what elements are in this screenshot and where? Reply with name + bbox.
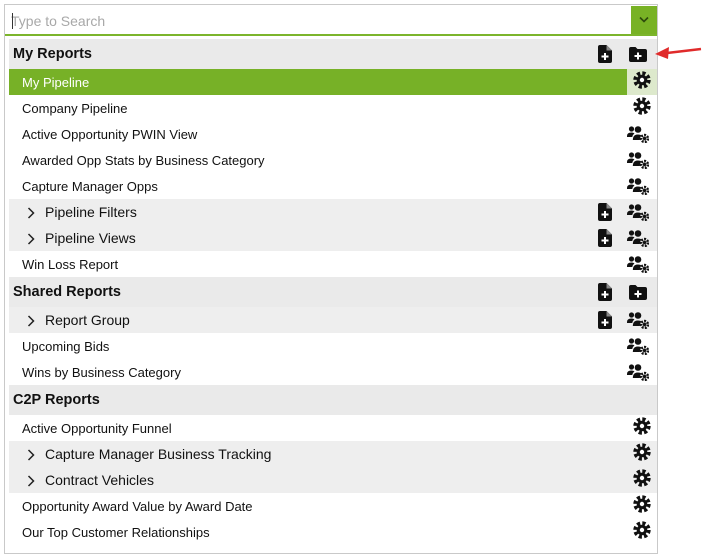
chevron-right-icon[interactable]: [25, 474, 37, 487]
shared-users-icon[interactable]: [627, 124, 649, 144]
folder-label: Pipeline Filters: [45, 204, 137, 220]
report-item-label: Wins by Business Category: [22, 364, 181, 380]
report-item-label: Capture Manager Opps: [22, 178, 158, 194]
shared-users-icon[interactable]: [627, 310, 649, 330]
report-item-label: My Pipeline: [22, 74, 90, 90]
shared-users-icon[interactable]: [627, 202, 649, 222]
folder-label: Contract Vehicles: [45, 472, 154, 488]
shared-users-icon[interactable]: [627, 254, 649, 274]
chevron-right-icon[interactable]: [25, 448, 37, 461]
add-folder-icon[interactable]: [627, 44, 649, 64]
folder-capture-manager-business-tracking[interactable]: Capture Manager Business Tracking: [9, 441, 657, 467]
folder-label: Capture Manager Business Tracking: [45, 446, 272, 462]
section-header-shared-reports: Shared Reports: [9, 277, 657, 307]
dropdown-toggle-button[interactable]: [631, 6, 657, 34]
report-item-label: Active Opportunity PWIN View: [22, 126, 198, 142]
report-item-our-top-customer-relationships[interactable]: Our Top Customer Relationships: [9, 519, 657, 545]
gear-icon: [633, 520, 651, 544]
gear-icon: [633, 416, 651, 440]
chevron-right-icon[interactable]: [25, 232, 37, 245]
report-item-label: Company Pipeline: [22, 100, 128, 116]
folder-contract-vehicles[interactable]: Contract Vehicles: [9, 467, 657, 493]
gear-button[interactable]: [627, 467, 657, 493]
report-item-company-pipeline[interactable]: Company Pipeline: [9, 95, 657, 121]
gear-button[interactable]: [627, 415, 657, 441]
section-title: Shared Reports: [13, 284, 121, 300]
folder-pipeline-views[interactable]: Pipeline Views: [9, 225, 657, 251]
report-item-label: Active Opportunity Funnel: [22, 420, 172, 436]
report-list: My Reports My Pipeline Company Pipeline Act…: [9, 39, 657, 545]
gear-button[interactable]: [627, 69, 657, 95]
add-folder-icon[interactable]: [627, 282, 649, 302]
shared-users-icon[interactable]: [627, 150, 649, 170]
chevron-right-icon[interactable]: [25, 206, 37, 219]
gear-button[interactable]: [627, 441, 657, 467]
report-item-win-loss-report[interactable]: Win Loss Report: [9, 251, 657, 277]
report-item-my-pipeline[interactable]: My Pipeline: [9, 69, 657, 95]
report-item-label: Awarded Opp Stats by Business Category: [22, 152, 265, 168]
shared-users-icon[interactable]: [627, 336, 649, 356]
gear-icon: [633, 468, 651, 492]
gear-icon: [633, 96, 651, 120]
report-item-opportunity-award-value-by-award-date[interactable]: Opportunity Award Value by Award Date: [9, 493, 657, 519]
chevron-right-icon[interactable]: [25, 314, 37, 327]
report-item-active-opportunity-funnel[interactable]: Active Opportunity Funnel: [9, 415, 657, 441]
report-item-label: Opportunity Award Value by Award Date: [22, 498, 253, 514]
report-item-label: Our Top Customer Relationships: [22, 524, 210, 540]
report-item-wins-by-business-category[interactable]: Wins by Business Category: [9, 359, 657, 385]
folder-report-group[interactable]: Report Group: [9, 307, 657, 333]
reports-dropdown: My Reports My Pipeline Company Pipeline Act…: [4, 4, 658, 554]
add-report-icon[interactable]: [594, 202, 616, 222]
add-report-icon[interactable]: [594, 310, 616, 330]
search-bar: [5, 5, 657, 36]
section-title: My Reports: [13, 46, 92, 62]
chevron-down-icon: [639, 11, 649, 29]
add-report-icon[interactable]: [594, 282, 616, 302]
folder-label: Pipeline Views: [45, 230, 136, 246]
folder-pipeline-filters[interactable]: Pipeline Filters: [9, 199, 657, 225]
annotation-arrow-icon: [655, 47, 702, 59]
gear-button[interactable]: [627, 519, 657, 545]
report-item-awarded-opp-stats-by-business-category[interactable]: Awarded Opp Stats by Business Category: [9, 147, 657, 173]
search-input[interactable]: [11, 9, 629, 33]
report-item-label: Upcoming Bids: [22, 338, 110, 354]
report-item-capture-manager-opps[interactable]: Capture Manager Opps: [9, 173, 657, 199]
gear-icon: [633, 494, 651, 518]
report-item-active-opportunity-pwin-view[interactable]: Active Opportunity PWIN View: [9, 121, 657, 147]
section-title: C2P Reports: [13, 392, 100, 408]
folder-label: Report Group: [45, 312, 130, 328]
gear-button[interactable]: [627, 493, 657, 519]
section-header-c2p-reports: C2P Reports: [9, 385, 657, 415]
report-item-label: Win Loss Report: [22, 256, 119, 272]
text-cursor: [12, 13, 13, 29]
shared-users-icon[interactable]: [627, 176, 649, 196]
shared-users-icon[interactable]: [627, 362, 649, 382]
gear-icon: [633, 70, 651, 94]
section-header-my-reports: My Reports: [9, 39, 657, 69]
add-report-icon[interactable]: [594, 44, 616, 64]
gear-button[interactable]: [627, 95, 657, 121]
add-report-icon[interactable]: [594, 228, 616, 248]
shared-users-icon[interactable]: [627, 228, 649, 248]
gear-icon: [633, 442, 651, 466]
report-item-upcoming-bids[interactable]: Upcoming Bids: [9, 333, 657, 359]
